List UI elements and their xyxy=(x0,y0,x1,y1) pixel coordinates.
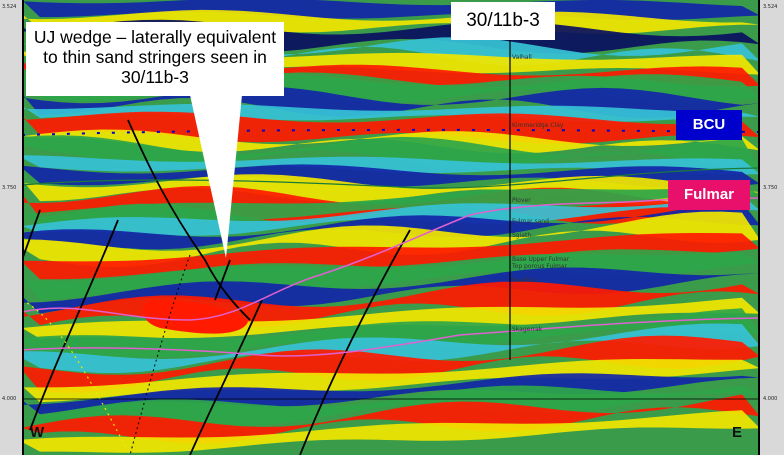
depth-label-mid-left: 3.750 xyxy=(2,185,17,191)
seismic-reflector-band xyxy=(22,211,760,267)
depth-label-bottom-right: 4.000 xyxy=(763,396,778,402)
well-log-label: Valhall xyxy=(512,54,532,61)
seismic-reflector-band xyxy=(22,155,760,175)
well-log-label: Heather xyxy=(512,277,537,284)
seismic-reflector-band xyxy=(22,373,760,415)
seismic-reflector-band xyxy=(22,385,760,426)
seismic-reflector-band xyxy=(22,335,760,393)
well-log-label: Kimmeridge Clay xyxy=(512,122,564,129)
well-log-label: Skagerrak xyxy=(512,326,543,333)
seismic-reflector-band xyxy=(22,359,760,403)
well-log-label: Sgiath xyxy=(512,232,532,239)
depth-label-top-right: 3.524 xyxy=(763,4,778,10)
depth-label-mid-right: 3.750 xyxy=(763,185,778,191)
uj-wedge-anomaly xyxy=(142,300,248,334)
seismic-reflector-band xyxy=(22,194,760,236)
seismic-reflector-band xyxy=(22,308,760,358)
annotation-callout: UJ wedge – laterally equivalent to thin … xyxy=(26,22,284,96)
west-label: W xyxy=(30,424,45,441)
seismic-reflector-band xyxy=(22,184,760,225)
seismic-reflector-band xyxy=(22,164,760,189)
well-log-label: Plover xyxy=(512,197,531,204)
depth-label-bottom-left: 4.000 xyxy=(2,396,17,402)
seismic-reflector-band xyxy=(22,72,760,105)
seismic-reflector-band xyxy=(22,63,760,87)
bcu-horizon-tag: BCU xyxy=(676,110,742,140)
well-name-label: 30/11b-3 xyxy=(451,2,555,40)
seismic-reflector-band xyxy=(22,249,760,301)
east-label: E xyxy=(732,424,743,441)
well-log-label: Fulmar sand xyxy=(512,218,549,225)
seismic-reflector-band xyxy=(22,202,760,250)
seismic-reflector-band xyxy=(22,323,760,373)
well-log-label: Top porous Fulmar xyxy=(512,263,567,270)
well-log-label: Base Upper Fulmar xyxy=(512,256,570,263)
seismic-reflector-band xyxy=(22,267,760,314)
seismic-reflector-band xyxy=(22,394,760,444)
fulmar-horizon-tag: Fulmar xyxy=(668,180,750,210)
depth-label-top-left: 3.524 xyxy=(2,4,17,10)
seismic-reflector-band xyxy=(22,410,760,453)
